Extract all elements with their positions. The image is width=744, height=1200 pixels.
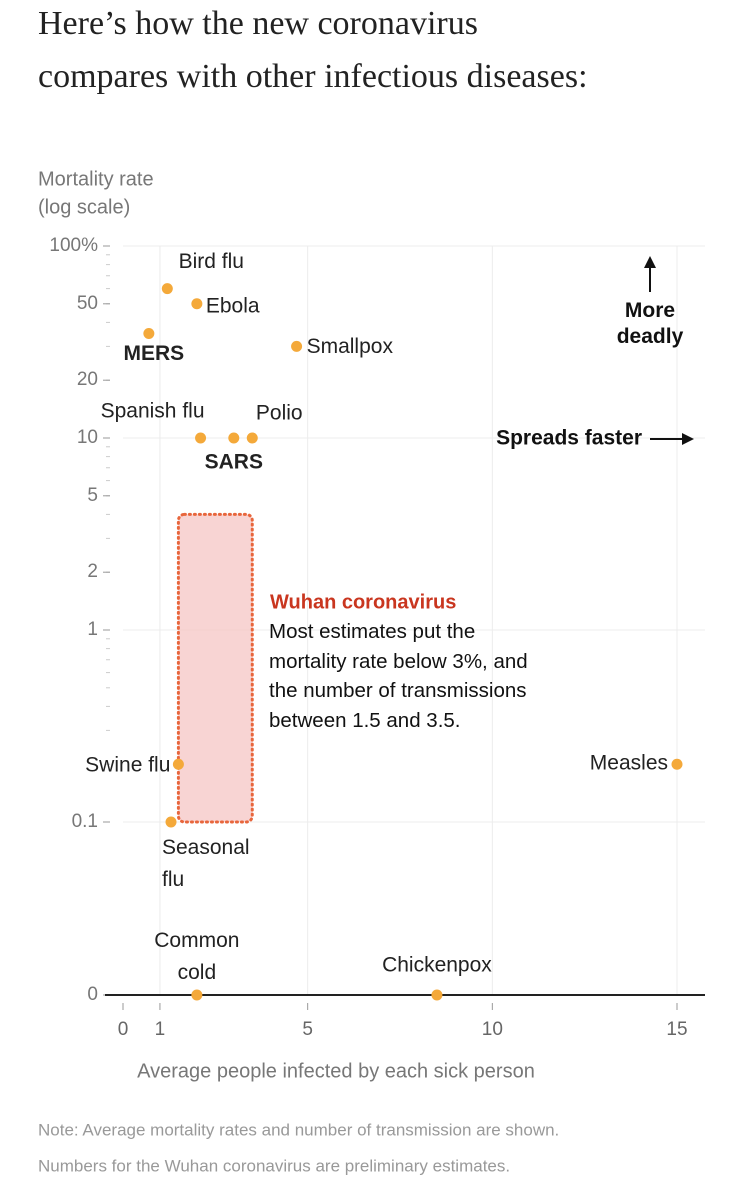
point-label-box: Seasonal flu [162, 836, 250, 891]
point-label: Measles [590, 752, 668, 775]
point [172, 758, 184, 770]
point [161, 283, 173, 295]
annotation-text: Most estimates put the mortality rate be… [269, 620, 528, 733]
point-label: Chickenpox [382, 954, 492, 977]
point [228, 432, 240, 444]
point-label: Bird flu [179, 250, 244, 273]
y-tick-label: 0 [87, 984, 98, 1005]
x-axis-label: Average people infected by each sick per… [137, 1060, 535, 1082]
point [291, 340, 303, 352]
annotation-up: More deadly [616, 299, 684, 348]
point [143, 328, 155, 340]
point [191, 989, 203, 1001]
y-tick-label: 1 [87, 619, 98, 640]
point-label: Spanish flu [101, 400, 205, 423]
point-label: SARS [205, 451, 263, 474]
annotation-text-box: Most estimates put the mortality rate be… [269, 620, 528, 733]
x-tick-label: 5 [302, 1019, 313, 1040]
highlight-region [176, 512, 254, 824]
point-label: Swine flu [85, 754, 170, 777]
arrow-head [682, 433, 694, 445]
annotation-title: Wuhan coronavirus [270, 591, 456, 613]
y-axis-label: Mortality rate [38, 168, 154, 190]
y-tick-label: 2 [87, 561, 98, 582]
y-tick-label: 20 [77, 369, 98, 390]
y-tick-label: 10 [77, 427, 98, 448]
point-label: Smallpox [307, 335, 394, 358]
y-axis-label: (log scale) [38, 196, 130, 218]
note: Numbers for the Wuhan coronavirus are pr… [38, 1156, 510, 1175]
x-tick-label: 0 [118, 1019, 129, 1040]
point [671, 758, 683, 770]
point-label: Seasonal flu [162, 836, 250, 891]
chart-title: compares with other infectious diseases: [38, 58, 588, 95]
point [165, 816, 177, 828]
y-tick-label: 0.1 [72, 811, 98, 832]
point [191, 298, 203, 310]
y-tick-label: 50 [77, 293, 98, 314]
point [431, 989, 443, 1001]
point-label: Polio [256, 402, 303, 425]
chart-title: Here’s how the new coronavirus [38, 5, 478, 42]
x-tick-label: 1 [155, 1019, 166, 1040]
y-tick-label: 100% [49, 235, 98, 256]
point-label: Ebola [206, 294, 260, 317]
point [195, 432, 207, 444]
point-label-box: Common cold [154, 929, 240, 984]
point [246, 432, 258, 444]
annotation-up-box: More deadly [616, 299, 684, 348]
y-tick-label: 5 [87, 485, 98, 506]
point-label: Common cold [154, 929, 240, 984]
point-label: MERS [124, 342, 185, 365]
note: Note: Average mortality rates and number… [38, 1120, 559, 1139]
arrow-head [644, 256, 656, 268]
annotation-right: Spreads faster [496, 427, 642, 450]
x-tick-label: 15 [666, 1019, 687, 1040]
x-tick-label: 10 [482, 1019, 503, 1040]
